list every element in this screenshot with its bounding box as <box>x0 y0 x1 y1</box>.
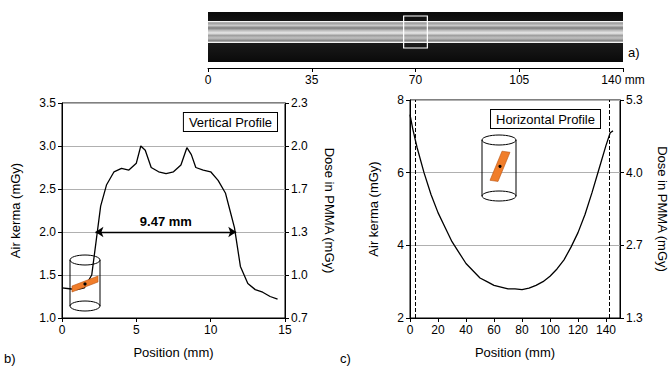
svg-text:2.5: 2.5 <box>39 182 56 196</box>
svg-text:1.3: 1.3 <box>626 311 643 325</box>
svg-text:2.7: 2.7 <box>626 238 643 252</box>
svg-text:120: 120 <box>568 323 588 337</box>
svg-text:8: 8 <box>397 93 404 107</box>
svg-text:Dose in PMMA (mGy): Dose in PMMA (mGy) <box>655 146 670 272</box>
svg-text:1.0: 1.0 <box>291 268 308 282</box>
svg-text:Vertical Profile: Vertical Profile <box>189 115 272 130</box>
svg-text:100: 100 <box>540 323 560 337</box>
svg-text:Air kerma (mGy): Air kerma (mGy) <box>8 163 23 258</box>
svg-text:1.7: 1.7 <box>291 182 308 196</box>
svg-text:2.0: 2.0 <box>39 225 56 239</box>
svg-text:5: 5 <box>133 323 140 337</box>
svg-text:2.3: 2.3 <box>291 96 308 110</box>
svg-text:5.3: 5.3 <box>626 93 643 107</box>
svg-text:0: 0 <box>59 323 66 337</box>
svg-text:3.0: 3.0 <box>39 139 56 153</box>
svg-text:Position (mm): Position (mm) <box>475 345 555 360</box>
svg-text:0: 0 <box>407 323 414 337</box>
svg-text:1.3: 1.3 <box>291 225 308 239</box>
svg-text:140 mm: 140 mm <box>601 73 644 87</box>
svg-text:1.0: 1.0 <box>39 311 56 325</box>
svg-text:2.0: 2.0 <box>291 139 308 153</box>
svg-text:b): b) <box>4 351 16 366</box>
svg-text:6: 6 <box>397 166 404 180</box>
svg-text:70: 70 <box>409 73 423 87</box>
svg-text:10: 10 <box>204 323 218 337</box>
svg-text:35: 35 <box>305 73 319 87</box>
svg-text:80: 80 <box>515 323 529 337</box>
svg-text:1.5: 1.5 <box>39 268 56 282</box>
svg-text:0: 0 <box>205 73 212 87</box>
svg-text:140: 140 <box>596 323 616 337</box>
svg-text:a): a) <box>628 45 640 60</box>
svg-text:Air kerma (mGy): Air kerma (mGy) <box>366 161 381 256</box>
svg-text:3.5: 3.5 <box>39 96 56 110</box>
svg-text:40: 40 <box>459 323 473 337</box>
svg-text:105: 105 <box>509 73 529 87</box>
svg-text:60: 60 <box>487 323 501 337</box>
svg-text:2: 2 <box>397 311 404 325</box>
svg-text:Position (mm): Position (mm) <box>133 345 213 360</box>
svg-text:20: 20 <box>431 323 445 337</box>
svg-text:Dose in PMMA (mGy): Dose in PMMA (mGy) <box>322 148 337 274</box>
svg-text:4.0: 4.0 <box>626 166 643 180</box>
svg-text:c): c) <box>340 351 351 366</box>
svg-text:4: 4 <box>397 238 404 252</box>
svg-text:0.7: 0.7 <box>291 311 308 325</box>
svg-text:9.47 mm: 9.47 mm <box>140 214 192 229</box>
svg-text:15: 15 <box>278 323 292 337</box>
svg-text:Horizontal Profile: Horizontal Profile <box>496 112 595 127</box>
